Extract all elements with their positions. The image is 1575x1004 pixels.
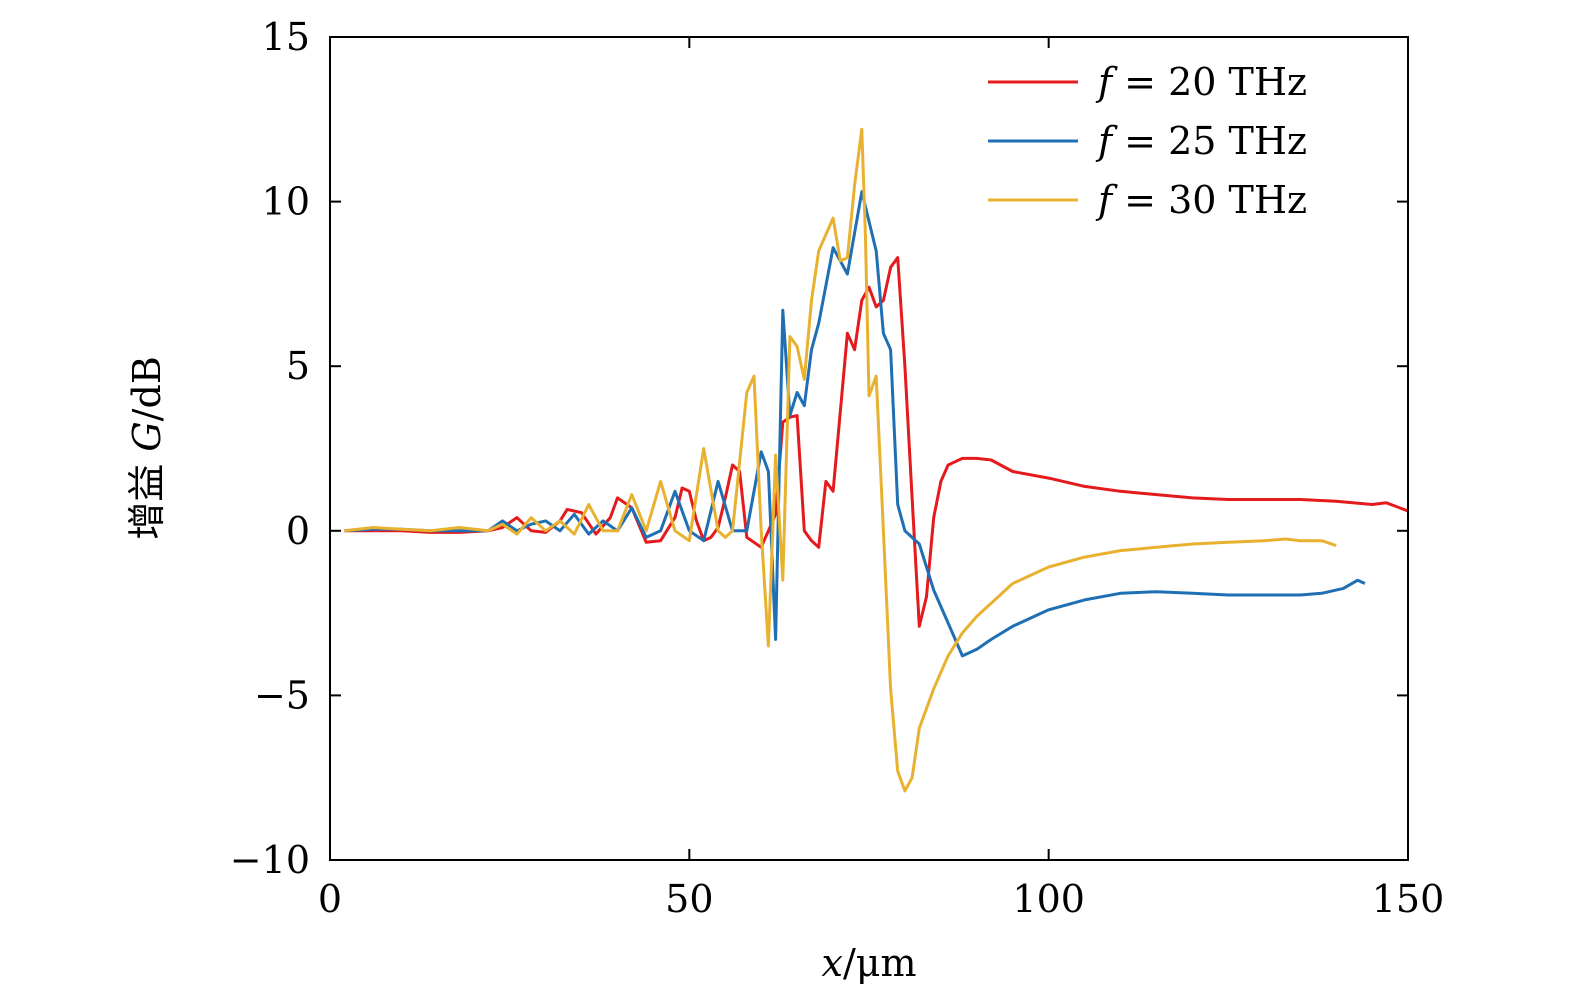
series-layer [344, 127, 1409, 793]
ticks-layer: 0 50 100 150 −10 −5 0 5 10 15 [230, 15, 1444, 921]
y-axis-label: 增益 G/dB [125, 356, 169, 540]
y-tick-label: −5 [254, 673, 310, 717]
legend-label-20thz: f = 20 THz [1095, 60, 1307, 104]
series-line-25thz [344, 190, 1366, 658]
x-tick-label: 100 [1012, 877, 1085, 921]
y-tick-label: −10 [230, 838, 310, 882]
plot-frame [329, 36, 1409, 861]
legend-label-30thz: f = 30 THz [1095, 178, 1307, 222]
x-tick-label: 150 [1372, 877, 1445, 921]
x-axis-label: x/μm [822, 941, 917, 985]
series-line-30thz [344, 127, 1337, 793]
x-tick-label: 50 [665, 877, 713, 921]
y-tick-label: 0 [286, 509, 310, 553]
y-tick-label: 5 [286, 344, 310, 388]
series-line-20thz [344, 256, 1409, 628]
legend-label-25thz: f = 25 THz [1095, 119, 1307, 163]
legend: f = 20 THz f = 25 THz f = 30 THz [988, 60, 1307, 222]
x-tick-label: 0 [318, 877, 342, 921]
y-tick-label: 15 [262, 15, 310, 59]
y-tick-label: 10 [262, 180, 310, 224]
